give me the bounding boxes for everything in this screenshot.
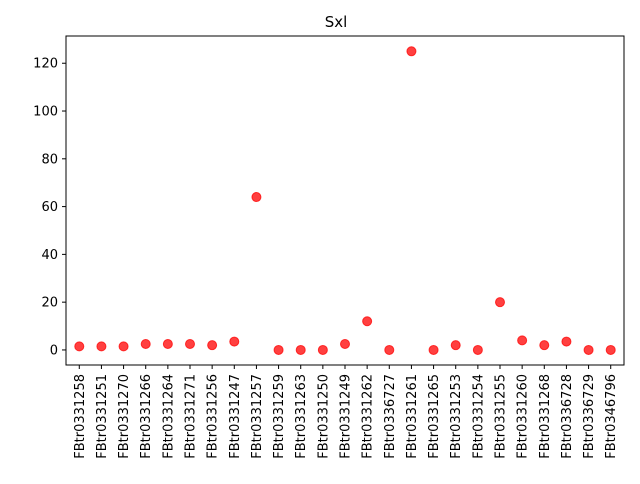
x-tick-label: FBtr0331264 (161, 374, 176, 459)
y-tick-label: 80 (41, 152, 58, 167)
data-point-FBtr0331261 (406, 46, 417, 57)
data-points (74, 46, 616, 355)
x-tick-label: FBtr0336729 (582, 374, 597, 459)
x-tick-label: FBtr0331263 (294, 374, 309, 459)
x-tick-label: FBtr0331268 (538, 374, 553, 459)
x-tick-label: FBtr0331259 (272, 374, 287, 459)
x-tick-label: FBtr0331265 (427, 374, 442, 459)
data-point-FBtr0331251 (96, 341, 107, 352)
data-point-FBtr0331249 (340, 338, 350, 349)
x-tick-label: FBtr0331261 (405, 374, 420, 459)
data-point-FBtr0336729 (583, 344, 594, 355)
x-tick-label: FBtr0331260 (516, 374, 531, 459)
data-point-FBtr0331268 (539, 340, 550, 351)
data-point-FBtr0331266 (140, 338, 151, 349)
x-tick-label: FBtr0331258 (73, 374, 88, 459)
y-tick-label: 120 (33, 57, 58, 72)
x-tick-label: FBtr0331271 (184, 374, 199, 459)
y-tick-label: 20 (41, 296, 58, 311)
x-tick-label: FBtr0331249 (339, 374, 354, 459)
x-tick-label: FBtr0331251 (95, 374, 110, 459)
x-tick-label: FBtr0331253 (449, 374, 464, 459)
x-tick-label: FBtr0331257 (250, 374, 265, 459)
x-tick-label: FBtr0331266 (139, 374, 154, 459)
x-tick-label: FBtr0331270 (117, 374, 132, 459)
plot-area-frame (65, 35, 625, 366)
x-tick-label: FBtr0331247 (228, 374, 243, 459)
y-tick-label: 100 (33, 105, 58, 120)
data-point-FBtr0336727 (384, 344, 395, 355)
data-point-FBtr0331247 (229, 336, 240, 347)
data-point-FBtr0336728 (561, 336, 572, 347)
x-tick-label: FBtr0331250 (316, 374, 331, 459)
data-point-FBtr0331270 (118, 341, 129, 352)
y-tick-label: 0 (50, 343, 58, 358)
y-tick-label: 40 (41, 248, 58, 263)
data-point-FBtr0331250 (317, 344, 328, 355)
x-tick-label: FBtr0336728 (560, 374, 575, 459)
data-point-FBtr0331255 (495, 297, 505, 308)
x-tick-label: FBtr0331254 (471, 374, 486, 459)
data-point-FBtr0331258 (74, 341, 85, 352)
data-point-FBtr0331259 (273, 344, 284, 355)
x-tick-label: FBtr0331262 (361, 374, 376, 459)
data-point-FBtr0331262 (362, 316, 373, 327)
x-tick-label: FBtr0331255 (494, 374, 509, 459)
data-point-FBtr0346796 (605, 344, 616, 355)
y-axis: 0 20 40 60 80 100 120 (33, 57, 66, 358)
data-point-FBtr0331253 (450, 340, 461, 351)
x-tick-label: FBtr0336727 (383, 374, 398, 459)
data-point-FBtr0331265 (428, 344, 439, 355)
data-point-FBtr0331264 (162, 338, 173, 349)
data-point-FBtr0331271 (185, 338, 195, 349)
x-axis: FBtr0331258 FBtr0331251 FBtr0331270 FBtr033… (73, 365, 619, 459)
data-point-FBtr0331256 (207, 340, 218, 351)
x-tick-label: FBtr0331256 (206, 374, 221, 459)
data-point-FBtr0331260 (517, 335, 528, 346)
data-point-FBtr0331257 (251, 192, 262, 203)
y-tick-label: 60 (41, 200, 58, 215)
data-point-FBtr0331263 (295, 344, 306, 355)
data-point-FBtr0331254 (472, 344, 483, 355)
chart-title: Sxl (325, 13, 348, 31)
x-tick-label: FBtr0346796 (604, 374, 619, 459)
